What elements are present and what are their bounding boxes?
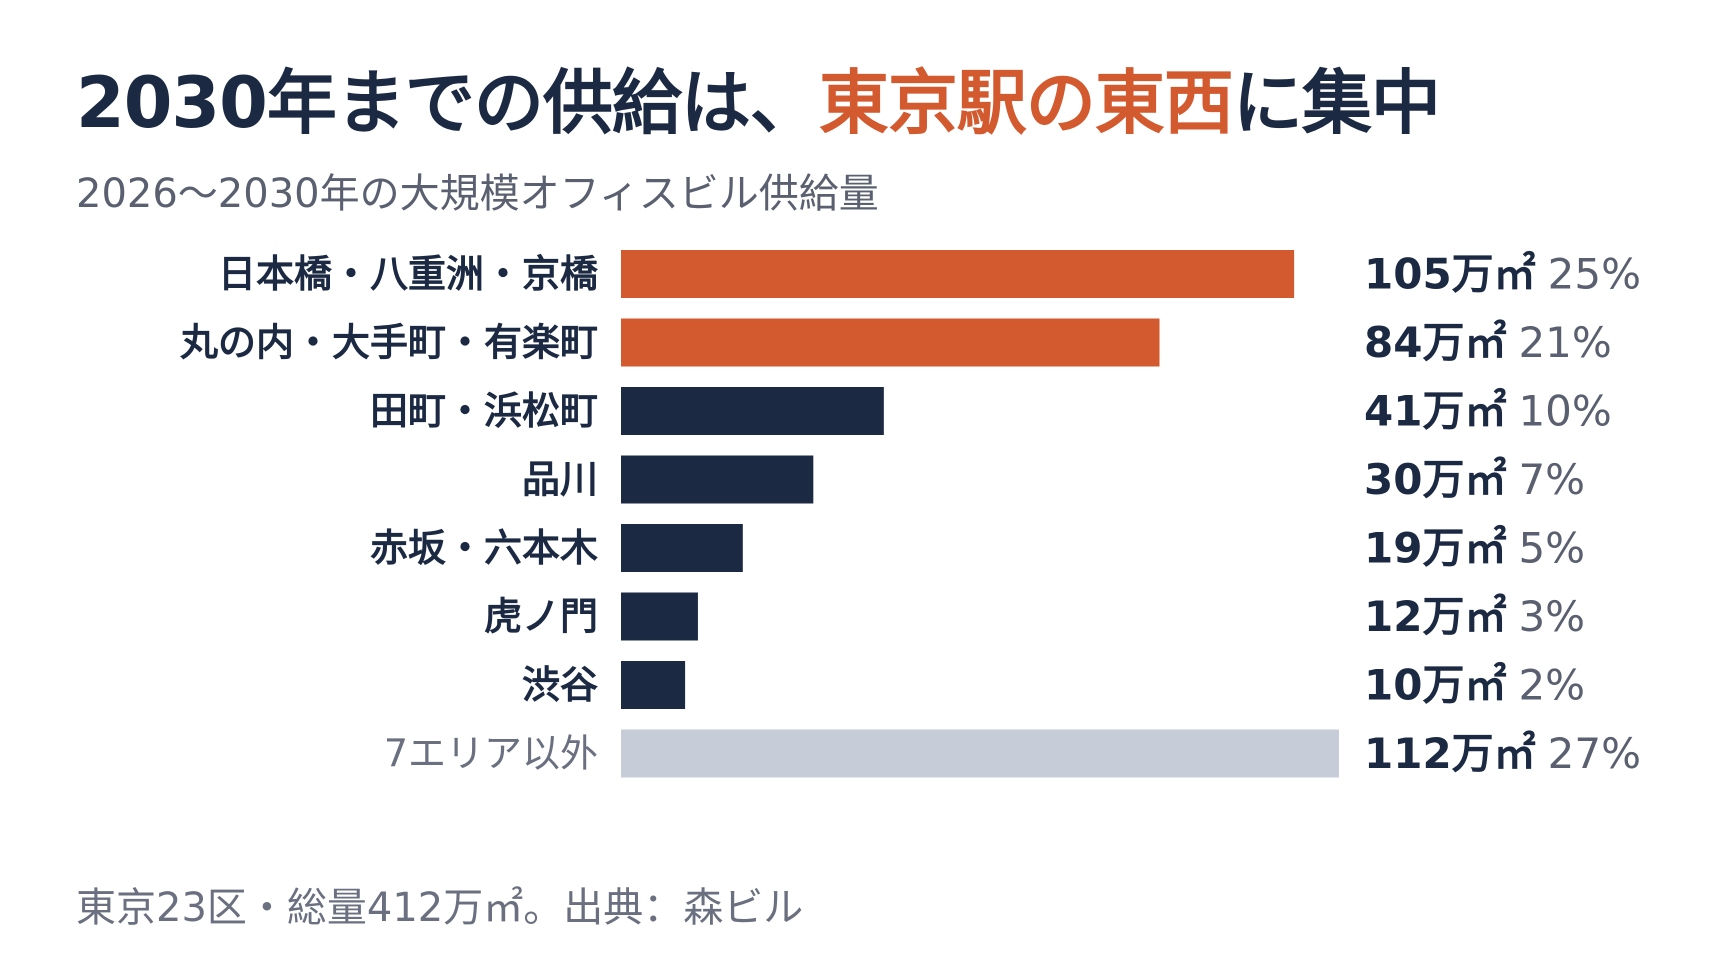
chart-subtitle: 2026〜2030年の大規模オフィスビル供給量	[76, 171, 879, 217]
bar	[621, 729, 1339, 778]
category-label: 品川	[522, 458, 598, 502]
value-label: 105万㎡	[1364, 250, 1536, 299]
bar	[621, 455, 814, 504]
percent-label: 5%	[1518, 524, 1585, 573]
percent-label: 25%	[1548, 250, 1641, 299]
value-label: 41万㎡	[1364, 387, 1506, 436]
bar	[621, 661, 686, 709]
category-label: 渋谷	[522, 663, 598, 707]
value-label: 30万㎡	[1364, 455, 1506, 504]
percent-label: 27%	[1548, 729, 1641, 778]
value-label: 112万㎡	[1364, 729, 1536, 778]
category-label: 丸の内・大手町・有楽町	[179, 321, 598, 365]
value-label: 19万㎡	[1364, 524, 1506, 573]
category-label: 赤坂・六本木	[370, 526, 598, 570]
bar	[621, 592, 698, 641]
percent-label: 7%	[1518, 455, 1585, 504]
category-label: 田町・浜松町	[370, 389, 598, 433]
category-label: 虎ノ門	[484, 595, 598, 639]
value-label: 10万㎡	[1364, 661, 1506, 710]
bar	[621, 250, 1295, 298]
percent-label: 21%	[1518, 318, 1611, 367]
footer-note: 東京23区・総量412万㎡。出典：森ビル	[76, 885, 804, 931]
title-part-1: 2030年までの供給は、	[76, 62, 820, 144]
chart-title: 2030年までの供給は、東京駅の東西に集中	[76, 60, 1441, 146]
title-highlight: 東京駅の東西	[818, 62, 1234, 144]
bar-chart-svg: 日本橋・八重洲・京橋 105万㎡ 25% 丸の内・大手町・有楽町 84万㎡ 21% 田町・浜…	[179, 250, 1641, 779]
bar	[621, 387, 884, 435]
value-label: 84万㎡	[1364, 318, 1506, 367]
percent-label: 3%	[1518, 592, 1585, 641]
title-part-2: に集中	[1232, 62, 1441, 144]
category-label: 日本橋・八重洲・京橋	[218, 252, 598, 296]
bar-chart: 日本橋・八重洲・京橋 105万㎡ 25% 丸の内・大手町・有楽町 84万㎡ 21% 田町・浜…	[0, 240, 1736, 800]
bar	[621, 524, 743, 572]
percent-label: 10%	[1518, 387, 1611, 436]
percent-label: 2%	[1518, 661, 1585, 710]
category-label: 7エリア以外	[384, 732, 598, 776]
value-label: 12万㎡	[1364, 592, 1506, 641]
bar	[621, 318, 1160, 367]
